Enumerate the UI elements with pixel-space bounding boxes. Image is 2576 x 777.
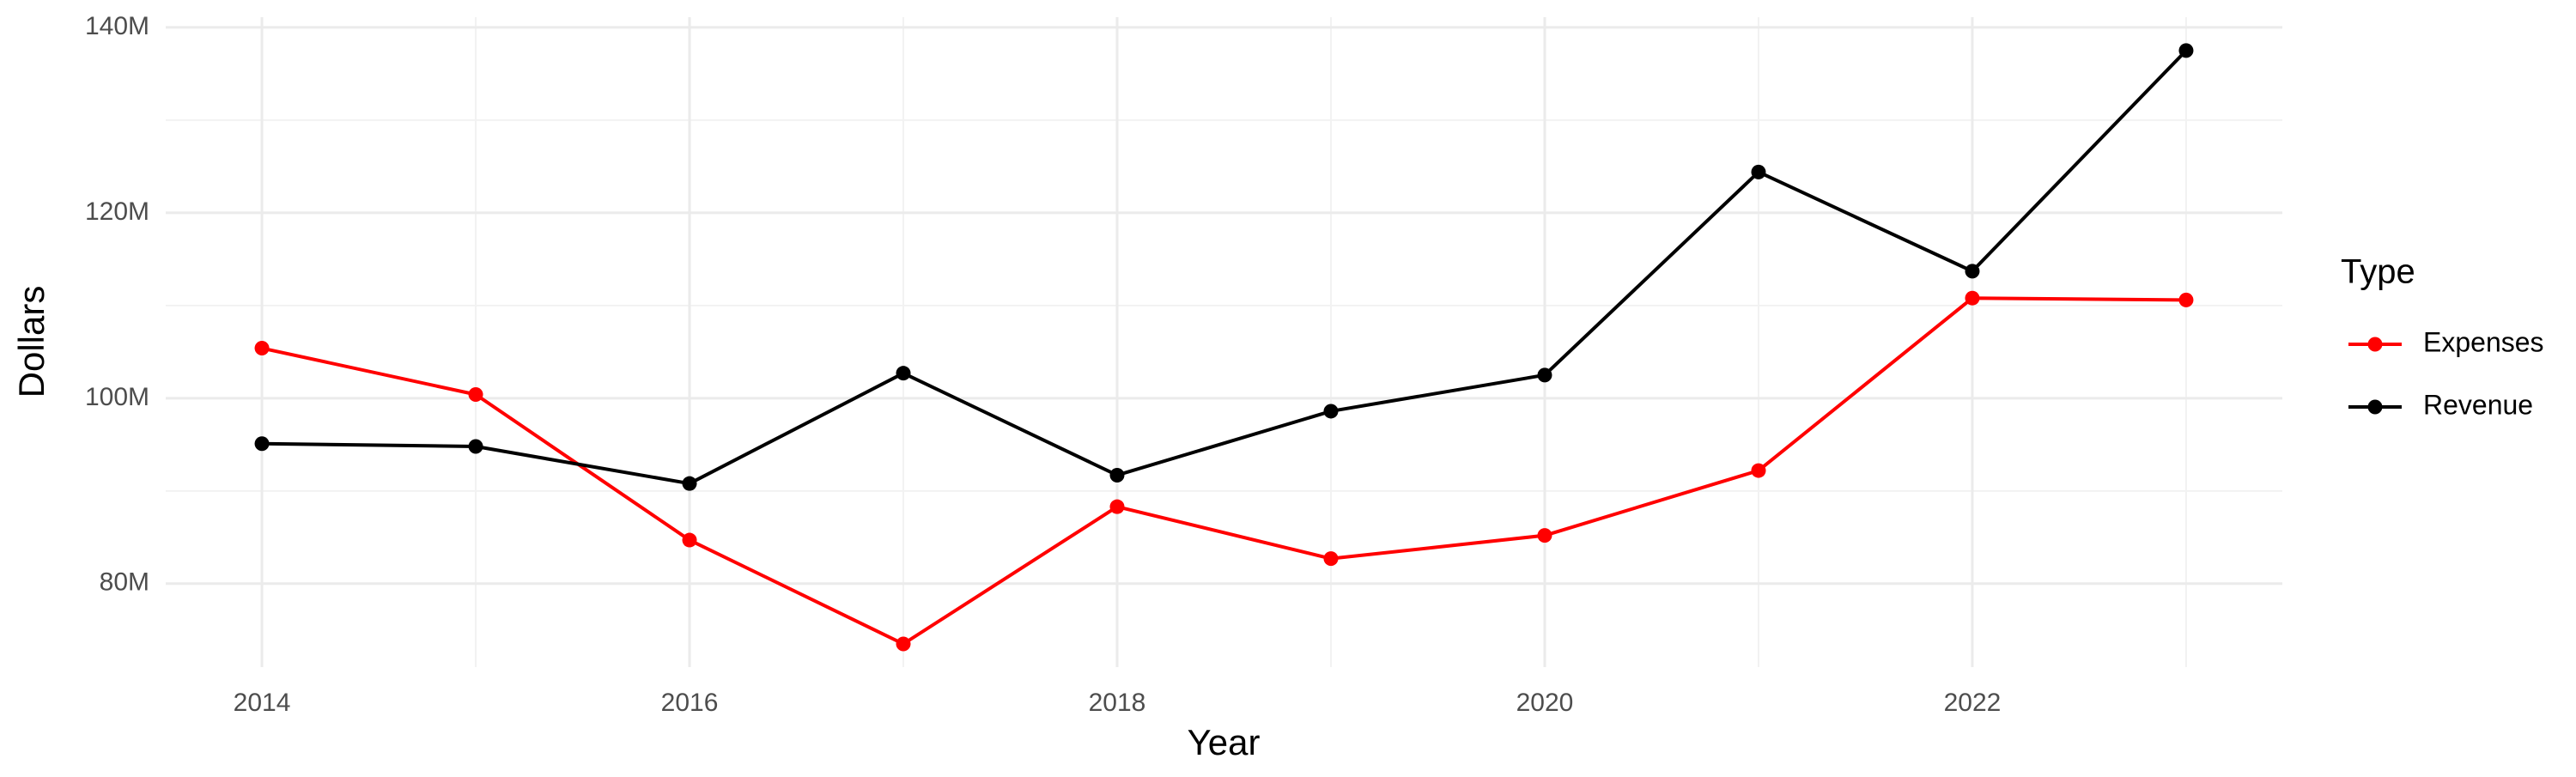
data-point [1323, 551, 1339, 567]
data-point [682, 476, 697, 491]
y-tick-label: 80M [100, 568, 149, 597]
data-point [1751, 164, 1766, 179]
series-line [261, 296, 2186, 646]
legend-key-point [2367, 399, 2383, 415]
data-point [896, 366, 911, 381]
data-point [1323, 404, 1339, 419]
series-line [262, 49, 2188, 486]
data-point [254, 341, 270, 356]
data-point [2178, 43, 2194, 58]
x-tick-label: 2022 [1944, 689, 2002, 717]
x-axis-title: Year [1188, 722, 1261, 762]
data-point [2178, 292, 2194, 307]
data-point [468, 439, 483, 454]
y-tick-label: 100M [85, 383, 149, 411]
legend-label: Expenses [2423, 326, 2544, 357]
data-point [1537, 528, 1552, 543]
legend-title: Type [2341, 253, 2415, 291]
data-point [1537, 367, 1552, 383]
data-point [682, 532, 697, 548]
x-tick-label: 2014 [234, 689, 291, 717]
grid [166, 17, 2282, 667]
x-tick-label: 2016 [661, 689, 719, 717]
legend-label: Revenue [2423, 389, 2533, 420]
y-tick-label: 120M [85, 197, 149, 226]
data-point [254, 436, 270, 452]
data-point [896, 636, 911, 652]
data-point [468, 387, 483, 403]
x-tick-label: 2020 [1516, 689, 1574, 717]
y-axis-title: Dollars [11, 286, 52, 398]
legend: Type Expenses Revenue [2341, 253, 2544, 421]
data-point [1109, 467, 1125, 483]
data-point [1965, 264, 1980, 279]
legend-key-point [2367, 337, 2383, 352]
x-tick-label: 2018 [1089, 689, 1146, 717]
data-point [1751, 463, 1766, 478]
y-tick-label: 140M [85, 12, 149, 40]
data-point [1965, 290, 1980, 306]
plot-area [254, 43, 2194, 652]
data-point [1109, 499, 1125, 514]
